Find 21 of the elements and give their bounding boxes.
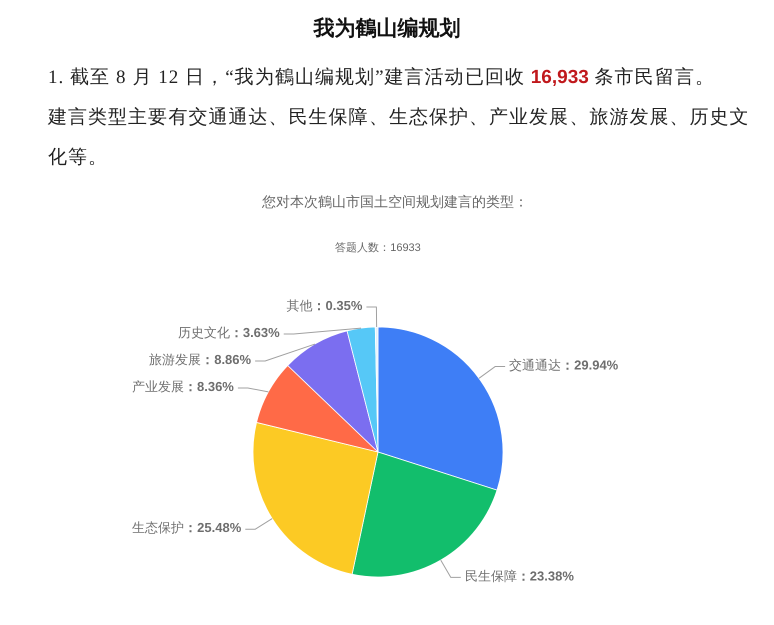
text: 16,933: [530, 67, 589, 88]
slice-label: 民生保障: [464, 568, 517, 584]
slice-label: 产业发展: [132, 379, 184, 394]
slice-label: 生态保护: [132, 520, 184, 536]
slice-label: 历史文化: [178, 325, 230, 340]
slice-label: 交通通达: [509, 358, 562, 373]
data-label: ：25.48%: [184, 520, 242, 536]
data-label: ：8.86%: [201, 352, 252, 368]
data-label: ：8.36%: [184, 379, 234, 394]
data-label: ：0.35%: [312, 298, 363, 314]
data-label: ：29.94%: [561, 358, 619, 373]
slice-label: 其他: [286, 298, 313, 314]
text: 答题人数：16933: [335, 242, 421, 254]
data-label: ：3.63%: [230, 325, 280, 340]
slice-label: 旅游发展: [149, 352, 202, 368]
text: 1. 截至 8 月 12 日，“我为鶴山编规划”建言活动已回收: [48, 67, 526, 88]
chart-title: 我为鶴山编规划: [312, 15, 462, 42]
chart-subtitle: 您对本次鶴山市国土空间规划建言的类型：: [261, 194, 528, 210]
text: 条市民留言。: [594, 67, 715, 88]
data-label: ：23.38%: [516, 568, 574, 584]
text: 建言类型主要有交通通达、民生保障、生态保护、产业发展、旅游发展、历史文化等。: [48, 107, 750, 168]
